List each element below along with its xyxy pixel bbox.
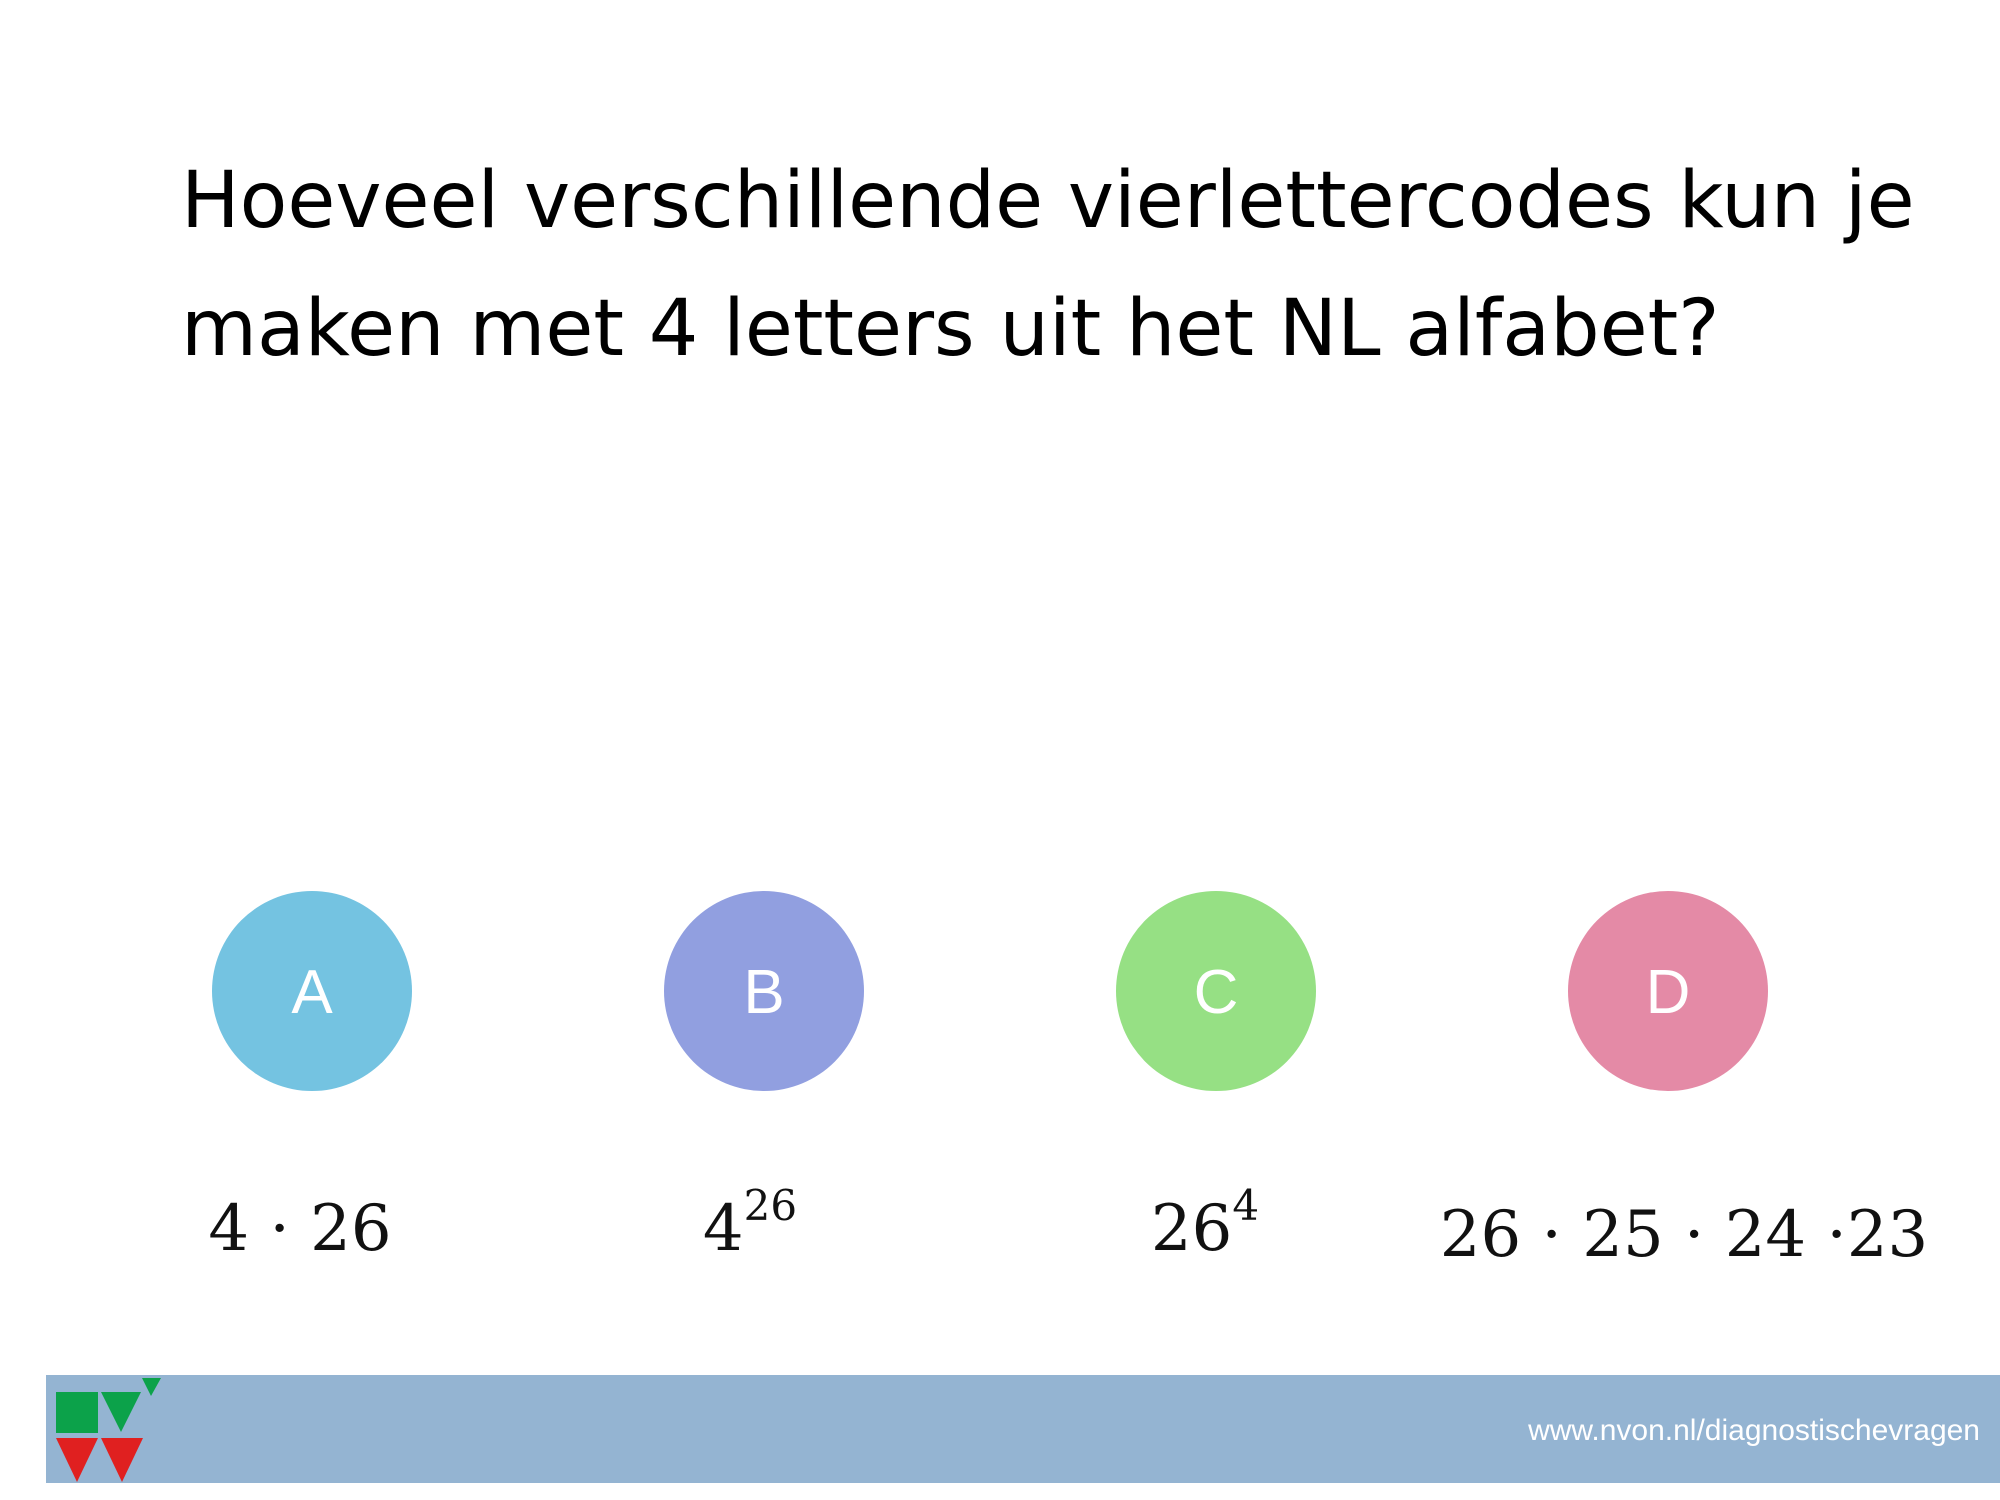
logo-triangle bbox=[101, 1392, 141, 1432]
expression-exponent: 26 bbox=[744, 1181, 797, 1230]
expression-exponent: 4 bbox=[1232, 1181, 1259, 1230]
question-line: Hoeveel verschillende vierlettercodes ku… bbox=[181, 156, 1915, 246]
option-circle bbox=[1568, 891, 1768, 1091]
option-letter: A bbox=[291, 958, 333, 1027]
option-circle bbox=[664, 891, 864, 1091]
option-letter: D bbox=[1646, 958, 1691, 1027]
option-expression: 26 · 25 · 24 ·23 bbox=[1440, 1198, 1929, 1272]
expression-base: 4 bbox=[703, 1192, 744, 1266]
footer-url: www.nvon.nl/diagnostischevragen bbox=[1527, 1414, 1980, 1447]
logo-triangle bbox=[56, 1438, 98, 1482]
logo-triangle bbox=[101, 1438, 143, 1482]
option-expression: 264 bbox=[1151, 1181, 1259, 1266]
option-circle bbox=[212, 891, 412, 1091]
option-letter: C bbox=[1194, 958, 1239, 1027]
logo-triangle bbox=[142, 1378, 161, 1396]
logo bbox=[56, 1378, 161, 1482]
question-line: maken met 4 letters uit het NL alfabet? bbox=[181, 284, 1720, 374]
option[interactable]: A 4 · 26 bbox=[208, 891, 412, 1266]
footer-band bbox=[46, 1375, 2000, 1483]
option[interactable]: C 264 bbox=[1116, 891, 1316, 1266]
logo-square bbox=[56, 1392, 98, 1433]
option[interactable]: B 426 bbox=[664, 891, 864, 1266]
option-circle bbox=[1116, 891, 1316, 1091]
option-letter: B bbox=[743, 958, 784, 1027]
expression-base: 26 bbox=[1151, 1192, 1232, 1266]
option-expression: 4 · 26 bbox=[208, 1192, 391, 1266]
option-expression: 426 bbox=[703, 1181, 797, 1266]
option[interactable]: D 26 · 25 · 24 ·23 bbox=[1440, 891, 1929, 1272]
